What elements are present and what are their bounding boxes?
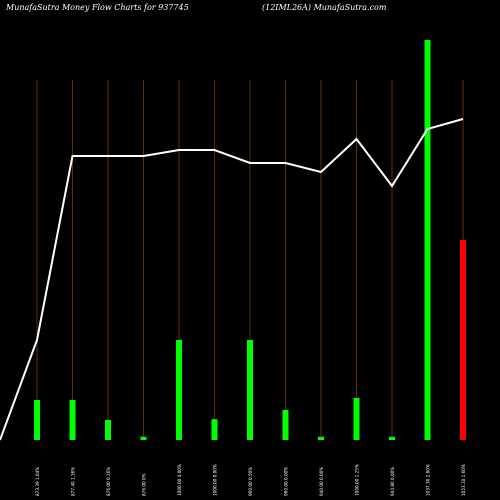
x-tick-label: 876.00 0%: [142, 473, 147, 496]
bar: [282, 410, 289, 440]
x-tick-label: 1037.30 2.60%: [426, 464, 431, 496]
x-tick-label: 960.00 0.00%: [284, 467, 289, 496]
bar: [353, 398, 360, 440]
bar: [247, 340, 253, 440]
x-tick-label: 1000.00 4.00%: [177, 464, 182, 496]
bar: [69, 400, 76, 440]
bar: [176, 340, 182, 440]
x-tick-label: 1000.00 0.00%: [213, 464, 218, 496]
flow-line: [0, 118, 464, 441]
bar: [211, 419, 218, 440]
chart-source: (12IML26A) MunafaSutra.com: [262, 3, 387, 12]
x-tick-label: 944.80 0.00%: [390, 467, 395, 496]
flow-line-path: [0, 118, 464, 441]
bar: [318, 436, 324, 440]
bars: [34, 40, 466, 440]
x-tick-label: 940.00 0.00%: [319, 467, 324, 496]
bar: [105, 420, 111, 440]
x-tick-label: 960.00 0.50%: [248, 467, 253, 496]
x-tick-label: 1053.10 1.60%: [461, 464, 466, 496]
bar: [389, 436, 395, 440]
x-tick-label: 877.40 1.36%: [71, 467, 76, 496]
x-tick-labels: 873.39 1.04% 877.40 1.36% 876.00 0.16% 876.…: [35, 464, 466, 496]
bar: [140, 436, 147, 440]
chart-title: MunafaSutra Money Flow Charts for 937745: [6, 3, 189, 12]
bar: [34, 400, 40, 440]
bar: [460, 240, 466, 440]
bar: [424, 40, 431, 440]
x-tick-label: 876.00 0.16%: [106, 467, 111, 496]
x-tick-label: 1000.00 1.25%: [355, 464, 360, 496]
x-tick-label: 873.39 1.04%: [35, 467, 40, 496]
